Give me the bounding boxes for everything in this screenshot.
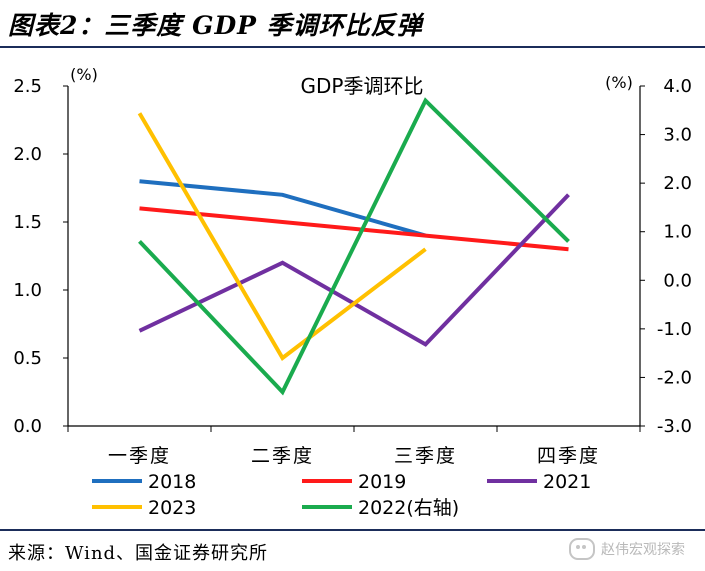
x-axis-categories: 一季度 二季度 三季度 四季度 [108, 445, 600, 467]
left-tick-label: 1.5 [13, 212, 42, 233]
right-tick-label: 4.0 [663, 76, 692, 97]
legend-label: 2018 [148, 471, 196, 493]
right-tick-label: -1.0 [657, 319, 692, 340]
legend-label: 2023 [148, 497, 196, 519]
left-tick-label: 2.0 [13, 144, 42, 165]
x-category-label: 二季度 [251, 445, 314, 467]
wechat-icon [569, 538, 595, 560]
series-line-2022 [138, 97, 570, 396]
x-category-label: 四季度 [537, 445, 600, 467]
right-tick-label: -2.0 [657, 367, 692, 388]
series-lines [137, 97, 570, 396]
left-tick-label: 0.5 [13, 348, 42, 369]
right-axis-unit: (%) [605, 73, 633, 92]
right-axis-ticks: -3.0 -2.0 -1.0 0.0 1.0 2.0 3.0 4.0 [640, 76, 692, 437]
chart-axes [67, 86, 641, 432]
figure-title: 图表2：三季度 GDP 季调环比反弹 [8, 11, 423, 40]
left-axis-unit: (%) [70, 65, 98, 84]
right-tick-label: -3.0 [657, 416, 692, 437]
left-tick-label: 2.5 [13, 76, 42, 97]
right-tick-label: 1.0 [663, 222, 692, 243]
series-line-2018 [139, 179, 427, 238]
x-category-label: 三季度 [394, 445, 457, 467]
chart-legend: 2018 2019 2021 2023 2022(右轴) [92, 471, 591, 519]
legend-label: 2021 [543, 471, 591, 493]
series-line-2023 [137, 112, 427, 361]
legend-label: 2022(右轴) [358, 497, 459, 519]
watermark-text: 赵伟宏观探索 [601, 542, 685, 558]
left-axis-ticks: 0.0 0.5 1.0 1.5 2.0 2.5 [13, 76, 68, 437]
series-line-2019 [139, 206, 569, 252]
watermark: 赵伟宏观探索 [569, 538, 685, 560]
right-tick-label: 0.0 [663, 270, 692, 291]
right-tick-label: 3.0 [663, 125, 692, 146]
source-note: 来源：Wind、国金证券研究所 [8, 543, 269, 564]
right-tick-label: 2.0 [663, 173, 692, 194]
chart-title: GDP季调环比 [301, 74, 424, 98]
gdp-line-chart: 0.0 0.5 1.0 1.5 2.0 2.5 -3.0 -2.0 -1.0 0.0 1.0 2.0… [13, 65, 692, 519]
x-category-label: 一季度 [108, 445, 171, 467]
title-divider [0, 46, 705, 48]
legend-label: 2019 [358, 471, 406, 493]
left-tick-label: 1.0 [13, 280, 42, 301]
source-divider [0, 529, 705, 531]
left-tick-label: 0.0 [13, 416, 42, 437]
